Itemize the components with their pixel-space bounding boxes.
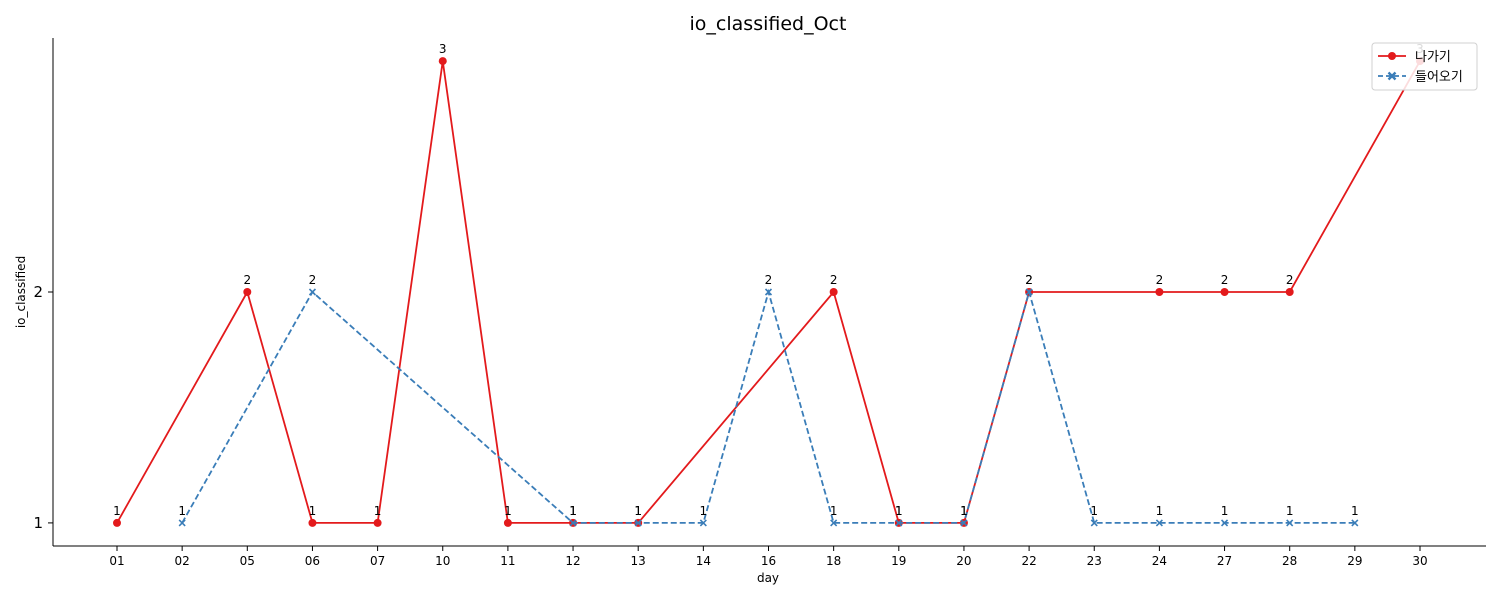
data-label: 1	[700, 504, 708, 518]
y-tick-label: 2	[33, 283, 43, 301]
data-label: 2	[1156, 273, 1164, 287]
y-axis-ticks: 12	[33, 283, 53, 532]
data-label: 3	[439, 42, 447, 56]
legend-item: 나가기	[1378, 50, 1451, 65]
data-point	[1285, 288, 1294, 296]
data-point	[1220, 288, 1229, 296]
x-tick-label: 22	[1021, 554, 1036, 568]
data-point	[243, 288, 252, 296]
data-point	[438, 57, 447, 66]
data-label: 1	[960, 504, 968, 518]
data-point	[569, 519, 577, 527]
legend-item: 들어오기	[1378, 70, 1463, 85]
x-tick-label: 01	[109, 554, 124, 568]
data-label: 2	[830, 273, 838, 287]
legend-box	[1371, 42, 1478, 91]
data-point	[1090, 519, 1098, 527]
x-tick-label: 13	[631, 554, 646, 568]
data-point	[960, 519, 968, 527]
data-label: 2	[1025, 273, 1033, 287]
x-tick-label: 23	[1087, 554, 1102, 568]
data-label: 1	[1090, 504, 1098, 518]
data-point	[634, 519, 642, 527]
data-point	[1286, 519, 1294, 527]
y-axis-label: io_classified	[14, 256, 28, 328]
data-label: 1	[1286, 504, 1294, 518]
data-point	[699, 519, 707, 527]
data-label: 2	[309, 273, 317, 287]
x-tick-label: 29	[1347, 554, 1362, 568]
x-axis-label: day	[757, 571, 779, 585]
data-point	[503, 518, 512, 527]
data-label: 2	[1025, 273, 1033, 287]
y-tick-label: 1	[33, 514, 43, 532]
x-tick-label: 28	[1282, 554, 1297, 568]
data-point	[895, 519, 903, 527]
data-point	[830, 519, 838, 527]
data-point	[1220, 519, 1229, 527]
x-tick-label: 10	[435, 554, 450, 568]
x-tick-label: 24	[1152, 554, 1167, 568]
data-label: 1	[895, 504, 903, 518]
data-label: 1	[634, 504, 642, 518]
data-label: 1	[309, 504, 317, 518]
data-label: 1	[374, 504, 382, 518]
x-axis-ticks: 01 02 05 06 07 10 11 12 13 14 16 18 19 20 22 23 24 27 28 29…	[109, 546, 1428, 568]
data-label: 1	[895, 504, 903, 518]
legend-label: 들어오기	[1415, 70, 1463, 85]
series-2	[178, 288, 1359, 527]
x-tick-label: 11	[500, 554, 515, 568]
data-point	[764, 288, 773, 296]
legend-marker-icon	[1387, 71, 1397, 81]
data-label: 1	[113, 504, 121, 518]
data-label: 1	[830, 504, 838, 518]
data-label: 1	[1156, 504, 1164, 518]
x-tick-label: 02	[175, 554, 190, 568]
data-label: 1	[1351, 504, 1359, 518]
data-label: 2	[765, 273, 773, 287]
x-tick-label: 07	[370, 554, 385, 568]
series-layer	[113, 57, 1424, 527]
x-tick-label: 18	[826, 554, 841, 568]
data-label: 1	[634, 504, 642, 518]
x-tick-label: 12	[565, 554, 580, 568]
data-point	[308, 518, 317, 527]
data-point	[113, 518, 121, 527]
legend-label: 나가기	[1415, 50, 1451, 65]
chart-title: io_classified_Oct	[690, 13, 847, 35]
data-label: 1	[178, 504, 186, 518]
x-tick-label: 19	[891, 554, 906, 568]
legend-marker-icon	[1388, 52, 1396, 60]
data-point	[373, 518, 382, 527]
data-label: 2	[1221, 273, 1229, 287]
data-label: 2	[1286, 273, 1294, 287]
data-point	[1025, 288, 1033, 296]
x-tick-label: 14	[696, 554, 711, 568]
data-label: 1	[1221, 504, 1229, 518]
data-label: 1	[960, 504, 968, 518]
x-tick-label: 30	[1412, 554, 1427, 568]
data-point	[829, 288, 838, 296]
data-point	[1155, 519, 1163, 527]
series-line	[181, 288, 1355, 524]
data-point	[308, 288, 317, 296]
data-label: 1	[504, 504, 512, 518]
x-tick-label: 06	[305, 554, 320, 568]
data-point	[1351, 519, 1359, 527]
data-label: 1	[569, 504, 577, 518]
series-line	[116, 60, 1421, 524]
data-label: 1	[569, 504, 577, 518]
data-point	[1155, 288, 1164, 296]
x-tick-label: 16	[761, 554, 776, 568]
data-labels-layer: 1211311121122223121112111211111	[113, 42, 1424, 518]
x-tick-label: 27	[1217, 554, 1232, 568]
data-point	[178, 519, 186, 527]
data-label: 2	[243, 273, 251, 287]
x-tick-label: 20	[956, 554, 971, 568]
x-tick-label: 05	[240, 554, 255, 568]
